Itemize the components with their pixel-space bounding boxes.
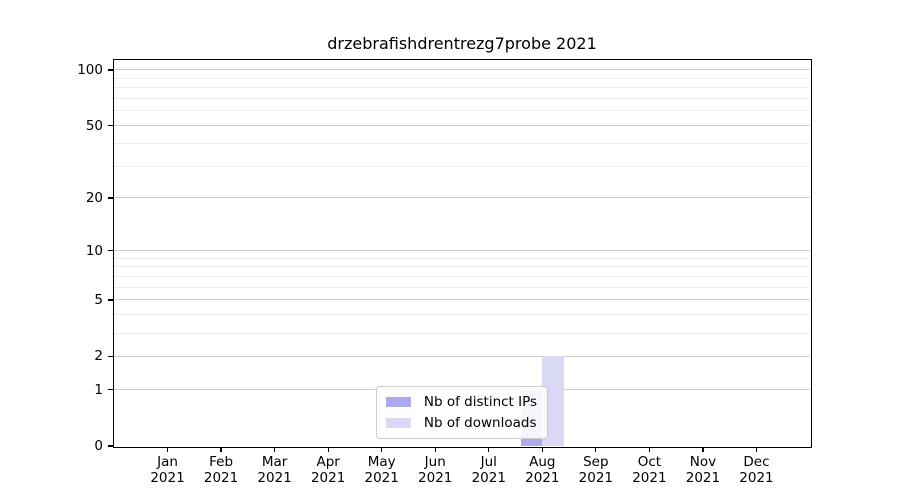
y-tick-mark	[108, 355, 113, 358]
x-tick-label: Nov 2021	[685, 454, 721, 487]
legend-label-distinct-ips: Nb of distinct IPs	[423, 394, 538, 410]
x-tick-label: Feb 2021	[203, 454, 239, 487]
legend: Nb of distinct IPs Nb of downloads	[375, 386, 549, 439]
y-tick-mark	[108, 445, 113, 447]
x-tick-label: Jun 2021	[418, 454, 453, 487]
gridline-major	[114, 299, 810, 301]
x-tick-label: Mar 2021	[257, 454, 292, 487]
gridline-minor	[114, 276, 810, 278]
y-tick-label: 1	[94, 381, 103, 398]
gridline-minor	[114, 286, 810, 288]
legend-swatch-distinct-ips	[385, 397, 411, 407]
x-tick-label: Aug 2021	[525, 454, 560, 487]
x-tick-mark	[541, 447, 543, 452]
gridline-minor	[114, 77, 810, 79]
gridline-minor	[114, 266, 810, 268]
x-tick-label: May 2021	[364, 454, 399, 487]
gridline-minor	[114, 165, 810, 167]
x-tick-mark	[434, 447, 436, 452]
plot-area: Nb of distinct IPs Nb of downloads	[114, 60, 810, 446]
y-tick-label: 100	[77, 61, 103, 78]
y-tick-mark	[108, 197, 113, 199]
gridline-minor	[114, 98, 810, 100]
x-tick-label: Jan 2021	[150, 454, 185, 487]
x-tick-mark	[648, 447, 651, 452]
y-tick-mark	[108, 299, 113, 301]
y-tick-mark	[108, 388, 113, 391]
x-tick-label: Sep 2021	[578, 454, 614, 487]
legend-item-distinct-ips: Nb of distinct IPs	[385, 394, 538, 410]
y-tick-mark	[108, 124, 113, 127]
x-tick-mark	[488, 447, 490, 452]
gridline-major	[114, 250, 810, 252]
y-tick-mark	[108, 249, 113, 252]
x-tick-mark	[381, 447, 383, 452]
gridline-major	[114, 197, 810, 199]
x-tick-mark	[755, 447, 758, 452]
gridline-minor	[114, 257, 810, 259]
x-tick-label: Apr 2021	[310, 454, 346, 487]
x-tick-mark	[327, 447, 329, 452]
gridline-major	[114, 355, 810, 357]
x-tick-mark	[220, 447, 222, 452]
gridline-minor	[114, 110, 810, 112]
gridline-major	[114, 125, 810, 127]
y-tick-label: 20	[85, 189, 103, 206]
x-tick-mark	[595, 447, 597, 452]
chart-title: drzebrafishdrentrezg7probe 2021	[327, 34, 597, 53]
y-tick-label: 10	[85, 242, 103, 259]
y-tick-label: 50	[85, 117, 103, 134]
gridline-minor	[114, 332, 810, 334]
x-tick-label: Jul 2021	[471, 454, 506, 487]
legend-item-downloads: Nb of downloads	[385, 415, 537, 431]
gridline-minor	[114, 314, 810, 316]
gridline-minor	[114, 87, 810, 89]
x-tick-mark	[273, 447, 276, 452]
y-tick-mark	[108, 69, 113, 71]
legend-label-downloads: Nb of downloads	[423, 415, 537, 431]
gridline-minor	[114, 142, 810, 144]
x-tick-label: Dec 2021	[739, 454, 774, 487]
y-tick-label: 0	[94, 438, 103, 454]
gridline-major	[114, 69, 810, 71]
x-tick-mark	[166, 447, 169, 452]
x-tick-mark	[702, 447, 704, 452]
y-tick-label: 5	[94, 291, 103, 308]
y-tick-label: 2	[94, 348, 103, 365]
x-tick-label: Oct 2021	[632, 454, 667, 487]
legend-swatch-downloads	[385, 418, 411, 428]
